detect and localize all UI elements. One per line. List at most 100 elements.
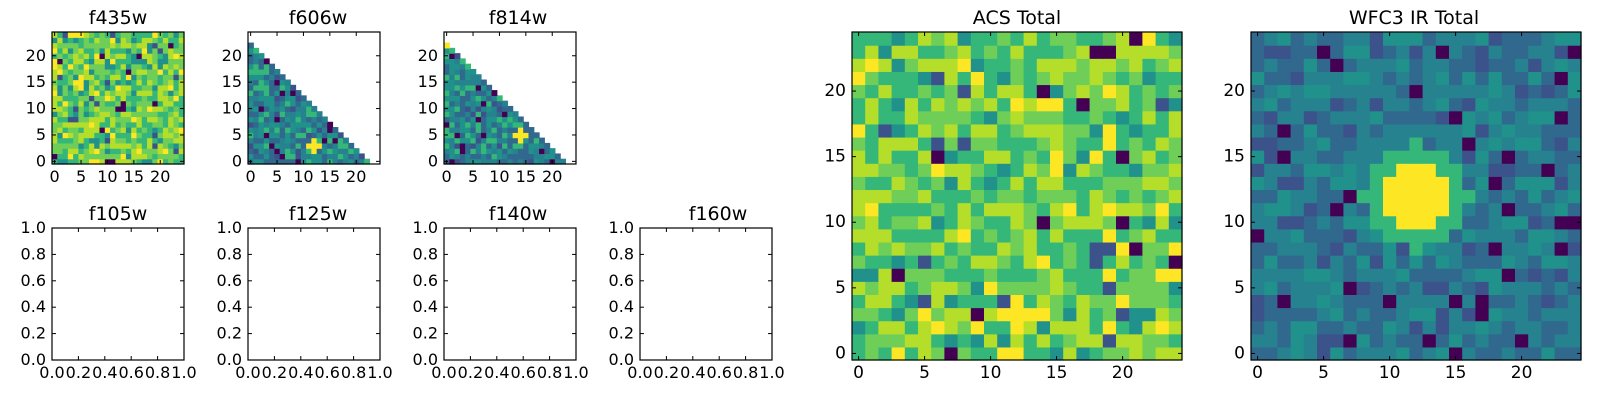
- heatmap-cell: [152, 68, 159, 75]
- heatmap-cell: [327, 132, 334, 139]
- heatmap-cell: [931, 163, 945, 177]
- heatmap-cell: [295, 148, 302, 155]
- heatmap-cell: [1501, 255, 1516, 269]
- heatmap-cell: [1036, 268, 1051, 282]
- heatmap-cells: [444, 42, 567, 165]
- heatmap-cell: [1142, 294, 1157, 309]
- heatmap-cell: [528, 132, 535, 139]
- heatmap-cell: [1036, 320, 1051, 335]
- heatmap-cell: [918, 71, 932, 86]
- heatmap-cell: [168, 37, 175, 44]
- heatmap-cell: [1036, 202, 1051, 217]
- heatmap-cell: [465, 127, 471, 133]
- heatmap-cell: [258, 153, 265, 160]
- heatmap-cell: [269, 63, 275, 70]
- heatmap-cell: [1076, 163, 1091, 177]
- heatmap-cell: [1168, 97, 1183, 112]
- heatmap-cell: [502, 100, 508, 107]
- heatmap-cell: [852, 228, 866, 243]
- heatmap-cell: [269, 79, 275, 86]
- heatmap-cell: [459, 127, 466, 133]
- heatmap-cell: [449, 79, 456, 86]
- heatmap-cell: [454, 137, 461, 144]
- heatmap-cell: [88, 58, 95, 65]
- heatmap-cell: [1142, 176, 1157, 191]
- heatmap-cell: [83, 79, 90, 86]
- heatmap-cell: [984, 123, 998, 138]
- heatmap-cell: [957, 110, 972, 125]
- heatmap-cell: [984, 294, 998, 309]
- heatmap-cell: [1155, 71, 1170, 86]
- y-tick-label: 0.6: [21, 271, 46, 290]
- heatmap-cell: [1076, 281, 1091, 295]
- heatmap-cell: [253, 132, 260, 139]
- heatmap-cell: [147, 111, 153, 118]
- heatmap-cell: [1396, 71, 1410, 86]
- heatmap-cell: [865, 268, 879, 282]
- heatmap-cell: [454, 127, 461, 133]
- heatmap-cell: [475, 116, 482, 123]
- heatmap-cell: [1449, 294, 1463, 309]
- y-tick-label: 10: [418, 99, 438, 118]
- heatmap-cell: [1264, 268, 1278, 282]
- heatmap-cell: [1356, 333, 1371, 348]
- heatmap-cell: [73, 116, 79, 123]
- heatmap-cell: [957, 84, 972, 99]
- heatmap-cell: [284, 84, 291, 91]
- axes-frame: [443, 31, 577, 165]
- heatmap-cell: [73, 42, 79, 49]
- heatmap-cell: [157, 53, 164, 59]
- heatmap-cell: [1409, 176, 1424, 191]
- heatmap-cell: [1142, 320, 1157, 335]
- heatmap-cell: [997, 202, 1011, 217]
- heatmap-cell: [1277, 71, 1292, 86]
- heatmap-cell: [1554, 176, 1569, 191]
- heatmap-cell: [517, 137, 524, 144]
- heatmap-cell: [997, 136, 1011, 151]
- heatmap-cell: [173, 132, 180, 139]
- heatmap-cell: [1050, 346, 1064, 361]
- heatmap-cell: [1050, 123, 1064, 138]
- heatmap-cell: [1102, 163, 1117, 177]
- heatmap-cell: [115, 84, 122, 91]
- heatmap-cell: [1102, 268, 1117, 282]
- heatmap-cell: [970, 294, 985, 309]
- heatmap-cell: [83, 137, 90, 144]
- heatmap-cell: [918, 97, 932, 112]
- heatmap-cell: [1102, 84, 1117, 99]
- heatmap-cell: [507, 142, 514, 149]
- heatmap-cell: [544, 148, 551, 155]
- heatmap-cell: [970, 189, 985, 204]
- heatmap-cell: [258, 127, 265, 133]
- heatmap-cell: [99, 47, 106, 54]
- heatmap-cell: [321, 132, 328, 139]
- heatmap-cell: [1396, 333, 1410, 348]
- heatmap-cell: [1383, 320, 1397, 335]
- heatmap-cell: [957, 320, 972, 335]
- heatmap-cell: [1076, 176, 1091, 191]
- heatmap-cell: [1050, 84, 1064, 99]
- heatmap-cell: [970, 268, 985, 282]
- heatmap-cell: [141, 68, 148, 75]
- heatmap-cell: [1356, 58, 1371, 72]
- heatmap-cell: [449, 95, 456, 102]
- heatmap-cell: [1554, 241, 1569, 256]
- heatmap-cell: [970, 123, 985, 138]
- heatmap-cell: [295, 111, 302, 118]
- heatmap-cell: [147, 68, 153, 75]
- heatmap-cell: [1462, 163, 1476, 177]
- heatmap-cell: [1422, 333, 1437, 348]
- heatmap-cell: [891, 307, 906, 322]
- heatmap-cell: [1023, 110, 1038, 125]
- heatmap-cell: [173, 158, 180, 165]
- heatmap-cell: [475, 111, 482, 118]
- heatmap-cell: [957, 123, 972, 138]
- heatmap-cell: [253, 79, 260, 86]
- heatmap-cell: [1277, 97, 1292, 112]
- heatmap-cell: [94, 63, 101, 70]
- heatmap-cell: [94, 74, 101, 81]
- heatmap-cell: [1116, 71, 1130, 86]
- heatmap-cell: [1422, 228, 1437, 243]
- heatmap-cell: [263, 121, 270, 128]
- heatmap-cell: [1383, 97, 1397, 112]
